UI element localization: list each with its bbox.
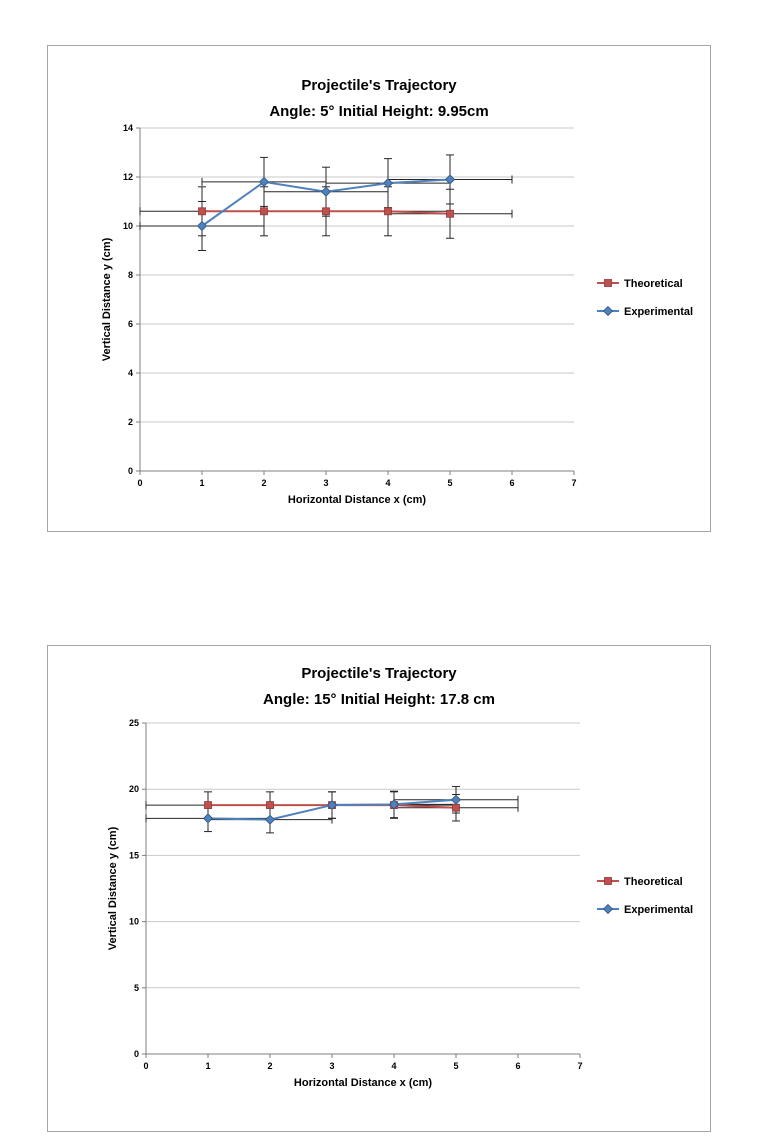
svg-text:6: 6 [128,319,133,329]
svg-text:20: 20 [129,784,139,794]
svg-text:4: 4 [391,1061,396,1071]
svg-text:4: 4 [385,478,390,488]
svg-text:1: 1 [205,1061,210,1071]
chart-subtitle: Angle: 5° Initial Height: 9.95cm [269,103,489,120]
chart-svg: 0 5 10 15 20 25 0 1 2 3 4 5 6 7 Horizontal Distance x … [107,718,693,1089]
svg-text:10: 10 [129,917,139,927]
svg-text:4: 4 [128,368,133,378]
chart-plot-area: 0 5 10 15 20 25 0 1 2 3 4 5 6 7 Horizontal Distance x … [48,646,710,1131]
svg-text:Vertical Distance y (cm): Vertical Distance y (cm) [101,237,113,361]
svg-text:15: 15 [129,850,139,860]
svg-text:Horizontal Distance x (cm): Horizontal Distance x (cm) [294,1077,432,1089]
chart-subtitle: Angle: 15° Initial Height: 17.8 cm [263,691,495,708]
svg-text:0: 0 [134,1049,139,1059]
svg-text:0: 0 [137,478,142,488]
chart-title: Projectile's Trajectory [301,77,457,94]
svg-text:5: 5 [447,478,452,488]
svg-text:Experimental: Experimental [624,904,693,916]
svg-text:12: 12 [123,172,133,182]
svg-text:0: 0 [143,1061,148,1071]
svg-text:5: 5 [134,983,139,993]
chart-title: Projectile's Trajectory [301,665,457,682]
svg-text:7: 7 [577,1061,582,1071]
svg-text:2: 2 [261,478,266,488]
svg-text:3: 3 [329,1061,334,1071]
svg-text:14: 14 [123,123,133,133]
svg-text:8: 8 [128,270,133,280]
chart-plot-area: 0 2 4 6 8 10 12 14 0 1 2 3 4 5 6 7 Horizontal Distance x… [48,46,710,531]
svg-text:7: 7 [571,478,576,488]
projectile-chart-15deg: 0 5 10 15 20 25 0 1 2 3 4 5 6 7 Horizontal Distance x … [47,645,711,1132]
svg-text:Experimental: Experimental [624,306,693,318]
svg-text:Vertical Distance y (cm): Vertical Distance y (cm) [107,826,119,950]
svg-text:2: 2 [128,417,133,427]
svg-text:1: 1 [199,478,204,488]
svg-text:5: 5 [453,1061,458,1071]
svg-text:6: 6 [515,1061,520,1071]
svg-text:2: 2 [267,1061,272,1071]
svg-text:3: 3 [323,478,328,488]
svg-text:6: 6 [509,478,514,488]
svg-text:10: 10 [123,221,133,231]
svg-text:25: 25 [129,718,139,728]
svg-text:0: 0 [128,466,133,476]
projectile-chart-5deg: 0 2 4 6 8 10 12 14 0 1 2 3 4 5 6 7 Horizontal Distance x… [47,45,711,532]
svg-text:Horizontal Distance x (cm): Horizontal Distance x (cm) [288,494,426,506]
svg-text:Theoretical: Theoretical [624,278,683,290]
svg-text:Theoretical: Theoretical [624,876,683,888]
